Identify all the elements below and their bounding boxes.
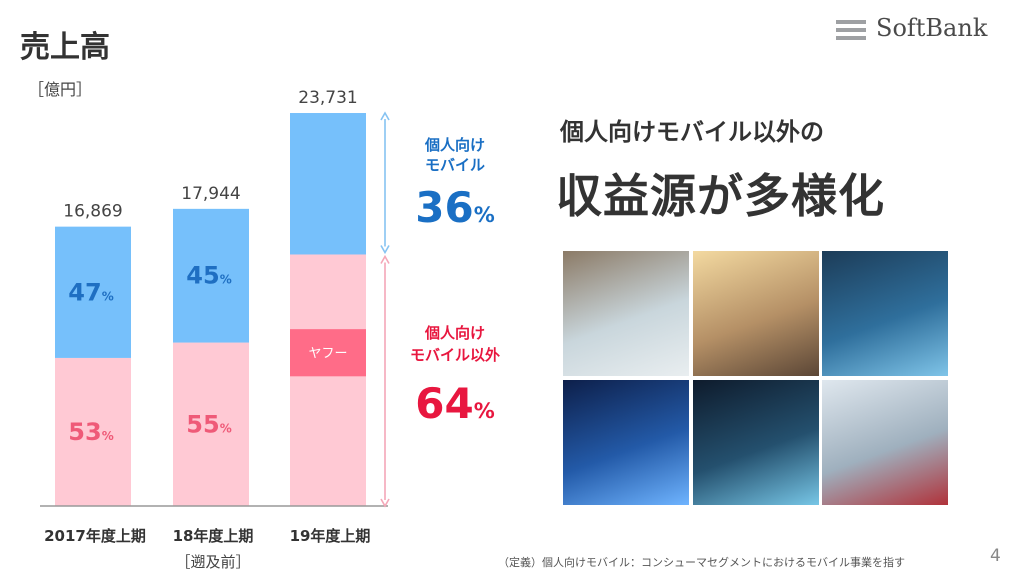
- mobile-range-arrow-head-bottom: [380, 245, 390, 255]
- mobile-annotation-line1: 個人向け: [424, 136, 485, 154]
- mobile-annotation-value: 36%: [415, 183, 495, 232]
- total-label-0: 16,869: [63, 202, 122, 222]
- bar-non-mobile-2: [290, 254, 366, 506]
- hotel-room-photo: [693, 251, 819, 376]
- bar-mobile-2: [290, 113, 366, 255]
- non-mobile-annotation-line1: 個人向け: [424, 324, 485, 342]
- footnote: （定義）個人向けモバイル：コンシューマセグメントにおけるモバイル事業を指す: [498, 556, 905, 569]
- logo-bar-bottom: [836, 36, 866, 40]
- car-dashboard-photo: [693, 380, 819, 505]
- qr-payment-photo: [563, 251, 689, 376]
- revenue-chart: 16,869 47% 53% 2017年度上期 17,944 45% 55% 18年度上期 ［遡…: [40, 88, 500, 571]
- unit-label: ［億円］: [28, 80, 93, 99]
- category-label-0: 2017年度上期: [44, 527, 146, 545]
- bar-mobile-0: [55, 226, 131, 358]
- bar-yahoo-band: [290, 329, 366, 377]
- smart-city-photo: [563, 380, 689, 505]
- mobile-pct-label-0: 47%: [68, 278, 113, 306]
- bar-non-mobile-0: [55, 357, 131, 506]
- bar-mobile-1: [173, 208, 249, 343]
- yahoo-label: ヤフー: [308, 347, 347, 362]
- photo-grid: [563, 251, 948, 505]
- non-mobile-pct-label-1: 55%: [186, 410, 231, 438]
- softbank-logo: SoftBank: [836, 14, 1006, 50]
- category-label-1: 18年度上期: [173, 527, 254, 545]
- page-number: 4: [990, 546, 1001, 566]
- non-mobile-annotation-line2: モバイル以外: [410, 346, 500, 364]
- non-mobile-range-arrow-head-bottom: [380, 498, 390, 508]
- headline-line1: 個人向けモバイル以外の: [560, 118, 824, 146]
- category-label-2: 19年度上期: [290, 527, 371, 545]
- page-title: 売上高: [20, 30, 110, 65]
- headline-line2: 収益源が多様化: [556, 169, 885, 223]
- mobile-annotation-line2: モバイル: [425, 156, 485, 174]
- non-mobile-pct-label-0: 53%: [68, 418, 113, 446]
- logo-bar-top: [836, 20, 866, 24]
- non-mobile-annotation-value: 64%: [415, 379, 495, 428]
- total-label-2: 23,731: [298, 88, 357, 108]
- total-label-1: 17,944: [181, 184, 240, 204]
- mobile-pct-label-1: 45%: [186, 262, 231, 290]
- logo-text: SoftBank: [876, 14, 988, 42]
- tablet-dashboard-photo: [822, 251, 948, 376]
- logo-bar-middle: [836, 28, 866, 32]
- truck-highway-photo: [822, 380, 948, 505]
- bar-non-mobile-1: [173, 342, 249, 506]
- non-mobile-range-arrow-head-top: [380, 254, 390, 264]
- category-sublabel-1: ［遡及前］: [175, 553, 250, 571]
- mobile-range-arrow-head-top: [380, 111, 390, 121]
